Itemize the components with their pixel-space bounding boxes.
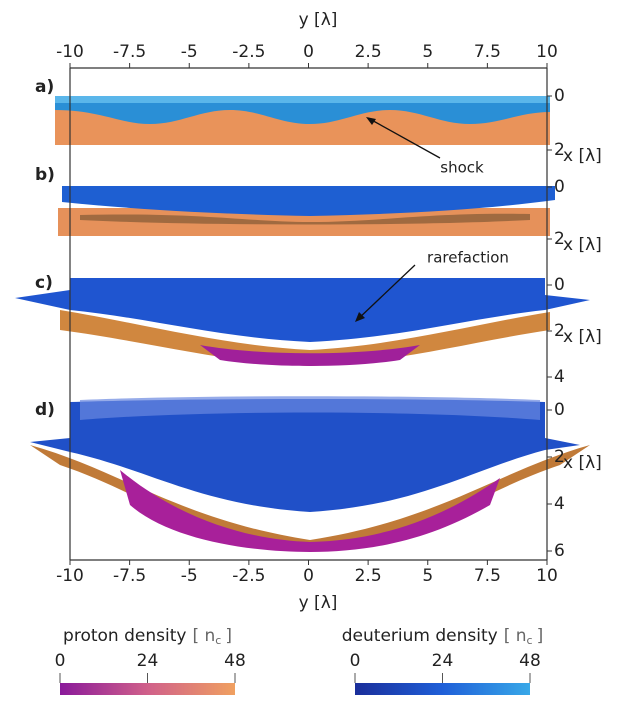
tick-label: 4: [554, 367, 565, 387]
axis-label: x [λ]: [563, 453, 602, 473]
tick-label: 0: [303, 566, 314, 586]
colorbar-title: proton density [ nc]: [63, 626, 232, 647]
colorbar-title-part: ]: [537, 626, 544, 646]
deuterium-top: [55, 96, 550, 103]
annotation: rarefaction: [427, 249, 509, 267]
tick-label: 0: [303, 42, 314, 62]
tick-label: -7.5: [113, 566, 146, 586]
tick-label: 10: [536, 42, 558, 62]
tick-label: -5: [181, 566, 198, 586]
tick-label: -10: [56, 42, 84, 62]
renders: [15, 96, 590, 552]
colorbar-title: deuterium density [ nc]: [342, 626, 543, 647]
colorbar-tick-label: 24: [137, 651, 159, 671]
top-axis-title: y [λ]: [299, 10, 338, 30]
tick-label: 0: [554, 400, 565, 420]
colorbar-tick-label: 48: [224, 651, 246, 671]
colorbar-tick-label: 24: [432, 651, 454, 671]
tick-label: 7.5: [474, 42, 501, 62]
colorbar-title-part: [ n: [504, 626, 527, 646]
colorbar-title-part: [ n: [192, 626, 215, 646]
colorbar: [355, 683, 530, 695]
panel-label: b): [35, 165, 55, 185]
figure: y [λ] y [λ] shock rarefaction -10 -7.5 -5 -…: [0, 0, 635, 701]
tick-label: -2.5: [232, 566, 265, 586]
tick-label: 2.5: [355, 42, 382, 62]
colorbar-title-part: proton density: [63, 626, 186, 646]
tick-label: -7.5: [113, 42, 146, 62]
colorbar-tick-label: 48: [519, 651, 541, 671]
colorbar-tick-label: 0: [350, 651, 361, 671]
colorbar-title-part: c: [215, 634, 221, 647]
axis-label: x [λ]: [563, 146, 602, 166]
axis-label: x [λ]: [563, 235, 602, 255]
colorbar-title-part: ]: [225, 626, 232, 646]
colorbar-title-part: deuterium density: [342, 626, 498, 646]
panel-label: d): [35, 400, 55, 420]
colorbar: [60, 683, 235, 695]
tick-label: 0: [554, 275, 565, 295]
tick-label: 5: [422, 42, 433, 62]
tick-label: 7.5: [474, 566, 501, 586]
tick-label: 6: [554, 541, 565, 561]
colorbar-title-part: c: [527, 634, 533, 647]
tick-label: -2.5: [232, 42, 265, 62]
axis-label: x [λ]: [563, 327, 602, 347]
tick-label: 0: [554, 86, 565, 106]
tick-label: 2.5: [355, 566, 382, 586]
tick-label: 5: [422, 566, 433, 586]
tick-label: -5: [181, 42, 198, 62]
tick-label: 4: [554, 494, 565, 514]
tick-label: 0: [554, 177, 565, 197]
panel-label: c): [35, 273, 53, 293]
bottom-axis-title: y [λ]: [299, 593, 338, 613]
colorbar-tick-label: 0: [55, 651, 66, 671]
tick-label: -10: [56, 566, 84, 586]
panel-label: a): [35, 77, 54, 97]
tick-label: 10: [536, 566, 558, 586]
annotation: shock: [440, 159, 484, 177]
